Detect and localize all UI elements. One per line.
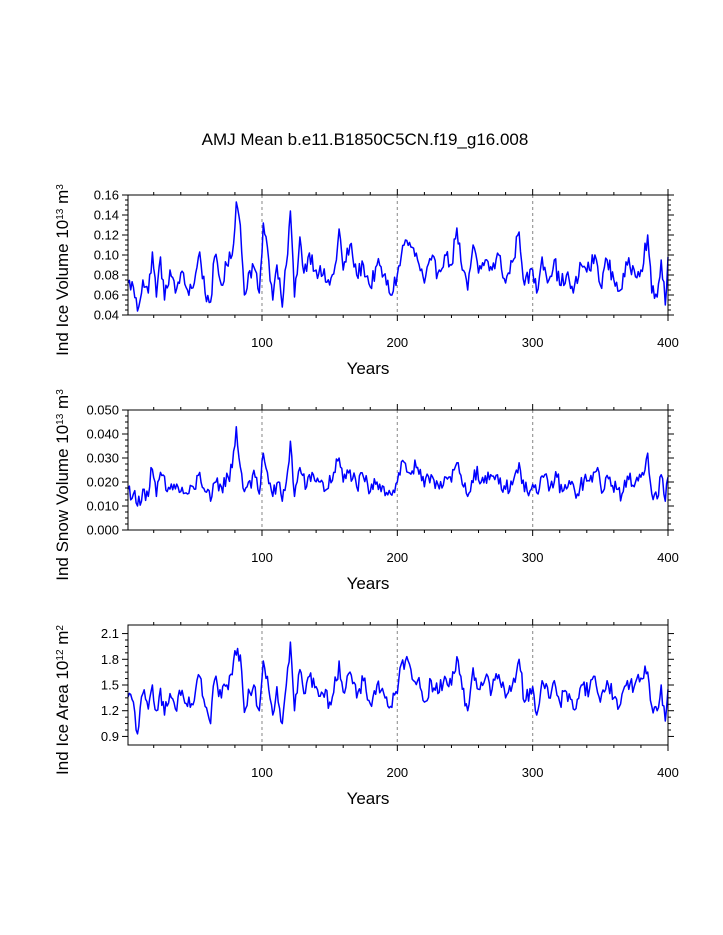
y-tick-label: 0.10 xyxy=(94,248,119,263)
y-axis-label: Ind Ice Volume 1013 m3 xyxy=(53,184,72,356)
x-tick-label: 400 xyxy=(657,335,679,350)
figure-title: AMJ Mean b.e11.B1850C5CN.f19_g16.008 xyxy=(202,130,529,149)
y-tick-label: 1.8 xyxy=(101,652,119,667)
x-tick-label: 100 xyxy=(251,335,273,350)
y-tick-label: 0.020 xyxy=(86,475,119,490)
x-axis-label: Years xyxy=(347,789,390,808)
y-axis-label: Ind Snow Volume 1013 m3 xyxy=(53,389,72,581)
y-tick-label: 0.04 xyxy=(94,308,119,323)
ice-area-panel: 0.9 1.2 1.5 1.8 2.1 100 200 300 400 Years Ind Ice … xyxy=(53,619,679,808)
y-tick-label: 0.14 xyxy=(94,208,119,223)
y-tick-label: 0.010 xyxy=(86,499,119,514)
x-tick-label: 100 xyxy=(251,765,273,780)
x-tick-label: 300 xyxy=(522,550,544,565)
x-tick-label: 400 xyxy=(657,550,679,565)
y-tick-label: 0.06 xyxy=(94,288,119,303)
y-tick-label: 0.16 xyxy=(94,188,119,203)
y-tick-label: 0.9 xyxy=(101,729,119,744)
ice-volume-panel: 0.04 0.06 0.08 0.10 0.12 0.14 0.16 100 200 300 400… xyxy=(53,184,679,378)
x-tick-label: 100 xyxy=(251,550,273,565)
y-tick-label: 0.000 xyxy=(86,523,119,538)
y-axis-label: Ind Ice Area 1012 m2 xyxy=(53,625,72,775)
ice-volume-series-line xyxy=(127,201,669,312)
ice-area-series-line xyxy=(127,641,669,735)
plot-frame xyxy=(127,409,669,531)
x-axis-label: Years xyxy=(347,574,390,593)
y-tick-label: 0.050 xyxy=(86,403,119,418)
y-tick-label: 0.12 xyxy=(94,228,119,243)
plot-frame xyxy=(127,194,669,316)
x-tick-label: 200 xyxy=(386,765,408,780)
snow-volume-panel: 0.000 0.010 0.020 0.030 0.040 0.050 100 200 300 4… xyxy=(53,389,679,593)
y-tick-label: 1.2 xyxy=(101,703,119,718)
y-tick-label: 2.1 xyxy=(101,626,119,641)
x-tick-label: 200 xyxy=(386,550,408,565)
x-tick-label: 300 xyxy=(522,335,544,350)
y-tick-label: 0.08 xyxy=(94,268,119,283)
y-tick-label: 1.5 xyxy=(101,678,119,693)
x-tick-label: 400 xyxy=(657,765,679,780)
x-tick-label: 200 xyxy=(386,335,408,350)
x-tick-label: 300 xyxy=(522,765,544,780)
y-tick-label: 0.030 xyxy=(86,451,119,466)
y-tick-label: 0.040 xyxy=(86,427,119,442)
snow-volume-series-line xyxy=(127,426,669,507)
x-axis-label: Years xyxy=(347,359,390,378)
